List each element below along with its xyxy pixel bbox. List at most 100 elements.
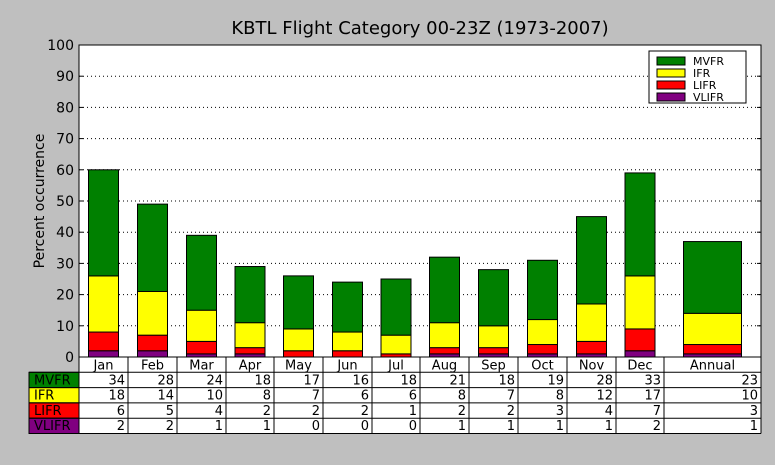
legend-swatch-mvfr [656, 56, 686, 66]
y-tick-label-80: 80 [56, 100, 74, 116]
table-header-nov: Nov [579, 359, 605, 374]
table-cell-vlifr-jul: 0 [409, 419, 417, 434]
y-tick-label-40: 40 [56, 225, 74, 241]
bar-oct-ifr [527, 319, 558, 346]
y-axis-label: Percent occurrence [32, 134, 48, 269]
table-header-may: May [285, 359, 312, 374]
bar-sep-ifr [478, 325, 509, 349]
table-cell-vlifr-apr: 1 [263, 419, 271, 434]
table-cell-ifr-aug: 8 [458, 389, 466, 404]
legend-label-lifr: LIFR [693, 79, 717, 92]
table-cell-vlifr-may: 0 [312, 419, 320, 434]
bar-apr-ifr [234, 322, 266, 349]
y-tick-label-50: 50 [56, 194, 74, 210]
bar-jan-vlifr [88, 350, 119, 358]
table-cell-mvfr-jul: 18 [400, 373, 417, 388]
table-header-jun: Jun [336, 359, 357, 374]
table-header-sep: Sep [481, 359, 506, 374]
bar-jan-mvfr [88, 169, 119, 277]
y-tick-label-60: 60 [56, 163, 74, 179]
table-cell-vlifr-annual: 1 [750, 419, 758, 434]
legend-swatch-lifr [656, 80, 686, 90]
table-cell-vlifr-jan: 2 [117, 419, 125, 434]
table-cell-ifr-jun: 6 [361, 389, 369, 404]
bars [88, 169, 742, 358]
legend-label-mvfr: MVFR [693, 55, 724, 68]
bar-dec-lifr [624, 328, 656, 352]
table-cell-vlifr-oct: 1 [556, 419, 564, 434]
table-cell-ifr-sep: 7 [507, 389, 515, 404]
table-cell-mvfr-mar: 24 [206, 373, 223, 388]
table-cell-mvfr-feb: 28 [157, 373, 174, 388]
table-header-feb: Feb [141, 359, 164, 374]
table-cell-ifr-may: 7 [312, 389, 320, 404]
table-cell-lifr-jun: 2 [361, 404, 369, 419]
y-tick-label-30: 30 [56, 256, 74, 272]
y-tick-label-100: 100 [47, 38, 74, 54]
table-cell-lifr-mar: 4 [215, 404, 223, 419]
bar-annual-lifr [683, 344, 742, 355]
bar-annual-mvfr [683, 241, 742, 314]
bar-annual-ifr [683, 312, 742, 346]
table-cell-vlifr-dec: 2 [653, 419, 661, 434]
table-cell-ifr-nov: 12 [596, 389, 613, 404]
bar-may-ifr [283, 328, 314, 352]
table-cell-lifr-dec: 7 [653, 404, 661, 419]
bar-mar-mvfr [186, 234, 217, 311]
table-cell-lifr-apr: 2 [263, 404, 271, 419]
bar-jul-ifr [380, 334, 412, 355]
table-cell-mvfr-nov: 28 [596, 373, 613, 388]
table-cell-vlifr-mar: 1 [215, 419, 223, 434]
bar-dec-vlifr [624, 350, 656, 358]
bar-aug-ifr [429, 322, 460, 349]
bar-may-lifr [283, 350, 314, 358]
bar-oct-mvfr [527, 259, 558, 321]
table-header-jan: Jan [92, 359, 113, 374]
bar-feb-mvfr [137, 203, 168, 292]
table-row-label-lifr: LIFR [34, 404, 62, 419]
bar-oct-lifr [527, 344, 558, 355]
bar-jan-ifr [88, 275, 119, 333]
legend-swatch-vlifr [656, 92, 686, 102]
bar-jan-lifr [88, 331, 119, 352]
table-cell-mvfr-sep: 18 [498, 373, 515, 388]
chart-title: KBTL Flight Category 00-23Z (1973-2007) [231, 18, 608, 39]
table-header-oct: Oct [531, 359, 553, 374]
bar-jun-ifr [332, 331, 363, 352]
table-cell-lifr-jan: 6 [117, 404, 125, 419]
y-tick-label-10: 10 [56, 319, 74, 335]
table-row-label-mvfr: MVFR [34, 373, 71, 388]
bar-apr-mvfr [234, 266, 266, 324]
table-cell-ifr-oct: 8 [556, 389, 564, 404]
table-cell-vlifr-sep: 1 [507, 419, 515, 434]
bar-nov-mvfr [576, 216, 607, 305]
table-cell-lifr-nov: 4 [605, 404, 613, 419]
table-cell-ifr-annual: 10 [741, 389, 758, 404]
y-tick-label-20: 20 [56, 288, 74, 304]
table-header-aug: Aug [432, 359, 457, 374]
bar-feb-ifr [137, 290, 168, 336]
bar-jun-lifr [332, 350, 363, 358]
bar-jun-mvfr [332, 281, 363, 333]
table-cell-lifr-sep: 2 [507, 404, 515, 419]
legend-label-ifr: IFR [693, 67, 711, 80]
table-cell-lifr-aug: 2 [458, 404, 466, 419]
table-cell-ifr-mar: 10 [206, 389, 223, 404]
table-cell-mvfr-jun: 16 [352, 373, 369, 388]
y-tick-label-0: 0 [65, 350, 74, 366]
table-header-mar: Mar [189, 359, 214, 374]
bar-mar-lifr [186, 340, 217, 355]
table-header-jul: Jul [387, 359, 404, 374]
table-row-label-vlifr: VLIFR [34, 419, 70, 434]
table-cell-mvfr-may: 17 [303, 373, 320, 388]
table-cell-mvfr-apr: 18 [254, 373, 271, 388]
table-cell-lifr-annual: 3 [750, 404, 758, 419]
table-cell-vlifr-nov: 1 [605, 419, 613, 434]
table-cell-mvfr-annual: 23 [741, 373, 758, 388]
table-cell-mvfr-aug: 21 [449, 373, 466, 388]
bar-nov-lifr [576, 340, 607, 355]
